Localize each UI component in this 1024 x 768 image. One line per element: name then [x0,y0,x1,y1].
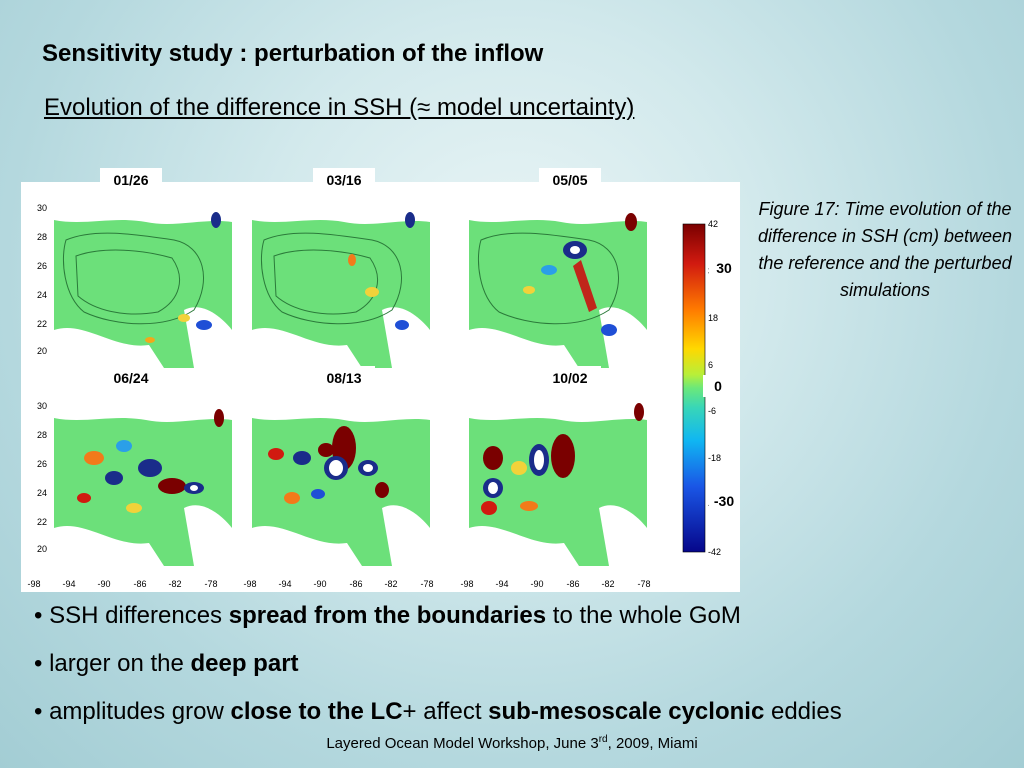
svg-text:-98: -98 [460,579,473,589]
svg-text:-94: -94 [278,579,291,589]
svg-text:18: 18 [708,313,718,323]
svg-text:20: 20 [37,346,47,356]
date-label-0316: 03/16 [313,168,375,192]
date-label-0624: 06/24 [100,366,162,390]
bullet-list: • SSH differences spread from the bounda… [34,600,842,744]
svg-text:-82: -82 [601,579,614,589]
svg-text:-82: -82 [168,579,181,589]
svg-text:-18: -18 [708,453,721,463]
x-axis-ticks: -98 -94 -90 -86 -82 -78 -98 -94 -90 -86 … [27,579,650,589]
map-panel-0624 [54,398,232,566]
date-label-0505: 05/05 [539,168,601,192]
svg-text:26: 26 [37,459,47,469]
slide-footer: Layered Ocean Model Workshop, June 3rd, … [326,734,698,752]
map-panel-0316 [252,200,430,368]
svg-text:28: 28 [37,232,47,242]
svg-text:-94: -94 [495,579,508,589]
colorbar-label-minus30: -30 [709,490,739,512]
svg-text:42: 42 [708,219,718,229]
ssh-difference-figure: 30 28 26 24 22 20 30 28 26 24 22 20 -98 … [21,168,740,592]
svg-text:22: 22 [37,319,47,329]
map-panels: 30 28 26 24 22 20 30 28 26 24 22 20 -98 … [27,200,721,589]
bullet-item-1: • SSH differences spread from the bounda… [34,602,741,629]
y-axis-ticks-row1: 30 28 26 24 22 20 [37,203,47,356]
svg-text:6: 6 [708,360,713,370]
slide-title: Sensitivity study : perturbation of the … [42,40,544,67]
y-axis-ticks-row2: 30 28 26 24 22 20 [37,401,47,554]
svg-text:-6: -6 [708,406,716,416]
svg-text:30: 30 [37,401,47,411]
svg-text:-78: -78 [204,579,217,589]
svg-text:-90: -90 [530,579,543,589]
svg-text:26: 26 [37,261,47,271]
svg-text:-42: -42 [708,547,721,557]
bullet-item-3: • amplitudes grow close to the LC+ affec… [34,698,842,725]
map-panel-0126 [54,200,232,368]
svg-text:22: 22 [37,517,47,527]
svg-text:20: 20 [37,544,47,554]
colorbar-label-30: 30 [709,257,739,279]
date-label-0813: 08/13 [313,366,375,390]
figure-caption: Figure 17: Time evolution of the differe… [757,199,1013,300]
svg-text:-90: -90 [313,579,326,589]
date-label-0126: 01/26 [100,168,162,192]
svg-text:-86: -86 [566,579,579,589]
svg-text:-86: -86 [133,579,146,589]
map-panel-0505 [469,200,647,368]
date-label-1002: 10/02 [539,366,601,390]
svg-text:-98: -98 [243,579,256,589]
slide-subtitle: Evolution of the difference in SSH (≈ mo… [44,94,635,121]
svg-text:-86: -86 [349,579,362,589]
colorbar [682,223,706,553]
svg-text:-98: -98 [27,579,40,589]
svg-text:24: 24 [37,488,47,498]
svg-text:30: 30 [37,203,47,213]
svg-text:-94: -94 [62,579,75,589]
bullet-item-2: • larger on the deep part [34,650,299,677]
svg-text:-82: -82 [384,579,397,589]
svg-text:-78: -78 [637,579,650,589]
svg-text:28: 28 [37,430,47,440]
svg-text:-78: -78 [420,579,433,589]
colorbar-label-0: 0 [703,375,733,397]
svg-text:24: 24 [37,290,47,300]
map-panel-1002 [469,398,647,566]
map-panel-0813 [252,398,430,566]
svg-text:-90: -90 [97,579,110,589]
